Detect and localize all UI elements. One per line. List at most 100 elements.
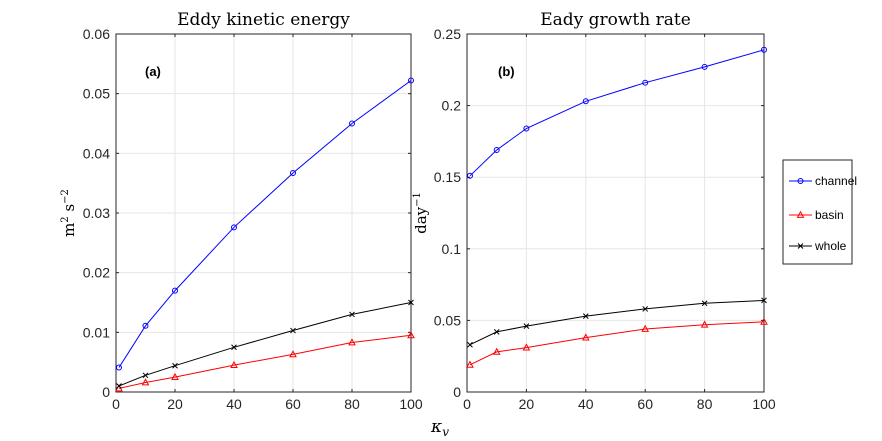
panel-a-whole-point xyxy=(172,362,178,369)
legend-basin-label: basin xyxy=(815,208,844,222)
panel-a-whole-point xyxy=(408,299,414,306)
panel-a-whole-point xyxy=(290,327,296,334)
panel-b-ytick-label: 0.05 xyxy=(434,312,461,328)
panel-b-whole-point xyxy=(582,313,589,319)
panel-b-channel-line xyxy=(469,49,765,177)
panel-a-xtick-label: 20 xyxy=(167,396,183,412)
panel-a-ytick-label: 0.02 xyxy=(83,265,110,281)
legend-channel-label: channel xyxy=(815,174,857,188)
panel-b-ylabel: day−1 xyxy=(412,192,430,234)
panel-b-xtick-label: 20 xyxy=(519,396,535,412)
panel-a-basin-line xyxy=(118,334,412,389)
panel-b-whole-point xyxy=(701,300,708,307)
shared-xlabel: κv xyxy=(430,417,449,439)
panel-b-ytick-label: 0.2 xyxy=(442,98,462,114)
xlabel-subscript: v xyxy=(442,425,449,439)
panel-a-channel-point xyxy=(231,224,237,231)
panel-b-grid xyxy=(466,33,765,393)
panel-b-axes-box xyxy=(466,33,765,393)
panel-a-basin-point xyxy=(348,338,356,346)
panel-a-whole-point xyxy=(142,372,149,379)
panel-a-ylabel-base-1: m xyxy=(60,223,78,237)
panel-a-basin-point xyxy=(289,350,297,358)
panel-b-xtick-label: 0 xyxy=(463,396,471,412)
panel-b-basin-point xyxy=(522,343,531,351)
panel-a-title: Eddy kinetic energy xyxy=(177,10,350,30)
panel-a-ytick-label: 0 xyxy=(102,384,110,400)
panel-a-channel-point xyxy=(290,170,296,177)
panel-b-channel-point xyxy=(701,63,708,70)
panel-a-whole-point xyxy=(231,344,237,351)
panel-b-channel-point xyxy=(642,79,649,86)
legend-items: channel basin whole xyxy=(789,174,857,253)
panel-b-channel-point xyxy=(493,146,500,153)
panel-b-xtick-label: 60 xyxy=(637,396,653,412)
panel-b-ylabel-exp-1: −1 xyxy=(412,192,423,207)
panel-a-ytick-label: 0.04 xyxy=(83,145,110,161)
panel-a-ylabel: m2 s−2 xyxy=(60,189,78,237)
panel-b-ytick-label: 0.15 xyxy=(434,169,461,185)
panel-a-xtick-label: 40 xyxy=(226,396,242,412)
panel-a-ytick-label: 0.03 xyxy=(83,205,110,221)
panel-b-basin-point xyxy=(641,324,650,332)
panel-b-whole-point xyxy=(493,329,500,335)
panel-b-whole-point xyxy=(642,306,649,312)
panel-b-basin-point xyxy=(700,320,709,328)
panel-b-basin-point xyxy=(492,347,501,355)
panel-a-channel-point xyxy=(115,364,122,371)
panel-a-xtick-label: 0 xyxy=(112,396,120,412)
panel-a-whole-point xyxy=(349,311,355,318)
panel-b-basin-point xyxy=(466,360,474,368)
legend-box xyxy=(782,159,853,265)
panel-b-xtick-label: 40 xyxy=(578,396,594,412)
panel-a-channel-point xyxy=(349,120,355,127)
panel-a-xtick-label: 100 xyxy=(399,396,423,412)
legend-basin-marker xyxy=(796,210,805,218)
panel-a-ticks: 0 20 40 60 80 100 0 0.01 0.02 0.03 0.04 0.05 0.06 xyxy=(83,26,423,412)
legend-channel-marker xyxy=(797,178,804,184)
panel-a: 0 20 40 60 80 100 0 0.01 0.02 0.03 0.04 0.05 0.06 Ed… xyxy=(60,10,423,412)
panel-b-xtick-label: 100 xyxy=(752,396,776,412)
panel-b-whole-point xyxy=(467,341,473,348)
panel-b: 0 20 40 60 80 100 0 0.05 0.1 0.15 0.2 0.25 Eady gro… xyxy=(412,10,776,412)
panel-a-channel-point xyxy=(408,77,414,84)
panel-a-ytick-label: 0.05 xyxy=(83,86,110,102)
panel-a-series xyxy=(115,77,415,392)
legend-whole-marker xyxy=(797,243,804,249)
panel-b-ylabel-base-1: day xyxy=(412,206,430,234)
panel-a-channel-point xyxy=(142,322,149,329)
panel-b-ytick-label: 0.1 xyxy=(442,241,462,257)
panel-b-label: (b) xyxy=(498,64,515,79)
panel-a-basin-point xyxy=(230,360,238,369)
panel-b-ticks: 0 20 40 60 80 100 0 0.05 0.1 0.15 0.2 0.25 xyxy=(434,26,776,412)
panel-a-label: (a) xyxy=(145,64,161,79)
panel-b-ytick-label: 0 xyxy=(453,384,461,400)
panel-b-title: Eady growth rate xyxy=(540,10,691,30)
panel-b-channel-point xyxy=(761,46,767,53)
legend: channel basin whole xyxy=(782,159,857,265)
panel-a-basin-point xyxy=(171,372,179,380)
panel-a-ytick-label: 0.06 xyxy=(83,26,110,42)
panel-a-xtick-label: 60 xyxy=(285,396,301,412)
panel-a-basin-point xyxy=(407,331,415,339)
panel-b-ytick-label: 0.25 xyxy=(434,26,461,42)
xlabel-kappa: κ xyxy=(430,417,442,437)
panel-b-basin-line xyxy=(469,321,765,366)
panel-b-basin-point xyxy=(760,317,768,325)
panel-a-ylabel-exp-1: 2 xyxy=(60,216,71,222)
panel-a-ytick-label: 0.01 xyxy=(83,324,110,340)
panel-a-basin-point xyxy=(141,378,150,386)
panel-b-xtick-label: 80 xyxy=(697,396,713,412)
panel-b-basin-point xyxy=(581,333,590,341)
panel-a-ylabel-exp-2: −2 xyxy=(60,189,71,204)
panel-b-channel-point xyxy=(523,125,530,132)
panel-a-whole-line xyxy=(118,302,412,387)
legend-whole-label: whole xyxy=(814,239,847,253)
panel-a-grid xyxy=(115,33,412,393)
panel-b-whole-point xyxy=(523,323,530,329)
panel-a-channel-line xyxy=(118,80,412,368)
panel-b-channel-point xyxy=(582,98,589,105)
panel-b-whole-line xyxy=(469,299,765,346)
panel-a-channel-point xyxy=(172,287,178,294)
